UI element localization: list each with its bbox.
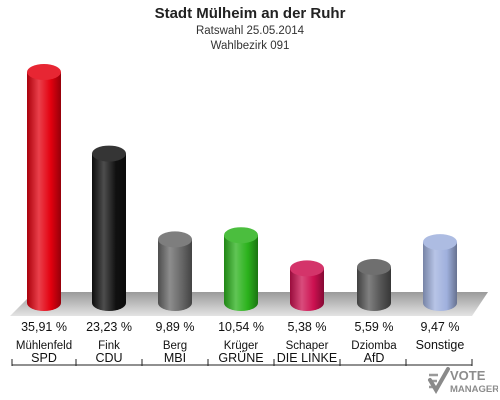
bar-top <box>423 234 457 251</box>
candidate-label: Fink <box>98 340 120 352</box>
party-label: GRÜNE <box>218 351 263 365</box>
value-label: 9,47 % <box>421 320 460 334</box>
party-label: MBI <box>164 351 186 365</box>
value-label: 5,38 % <box>288 320 327 334</box>
candidate-label: Schaper <box>286 340 329 352</box>
value-label: 5,59 % <box>355 320 394 334</box>
bar-cdu <box>92 145 126 311</box>
candidate-label: Krüger <box>224 340 259 352</box>
logo-text-vote: VOTE <box>450 368 486 383</box>
bar-top <box>290 260 324 277</box>
bar-body <box>290 268 324 311</box>
bar-top <box>27 64 61 80</box>
bar-body <box>92 153 126 311</box>
bar-body <box>158 239 192 311</box>
check-ballot-icon <box>428 367 450 394</box>
bar-top <box>224 227 258 244</box>
bar-body <box>423 242 457 311</box>
party-label: Sonstige <box>416 338 465 352</box>
category-brackets <box>11 359 473 366</box>
chart-subtitle-district: Wahlbezirk 091 <box>211 40 290 52</box>
bar-top <box>158 231 192 248</box>
candidate-label: Dziomba <box>351 340 397 352</box>
bar-sonstige <box>423 234 457 311</box>
party-label: SPD <box>31 351 57 365</box>
bar-body <box>224 235 258 311</box>
bar-spd <box>27 64 61 311</box>
bar-top <box>92 145 126 162</box>
candidate-label: Mühlenfeld <box>16 340 72 352</box>
chart-subtitle-election: Ratswahl 25.05.2014 <box>196 25 305 37</box>
bar-body <box>27 72 61 311</box>
chart-title: Stadt Mülheim an der Ruhr <box>155 5 346 22</box>
value-label: 35,91 % <box>21 320 67 334</box>
logo-text-manager: MANAGER <box>450 384 498 395</box>
bar-top <box>357 259 391 276</box>
bar-afd <box>357 259 391 311</box>
bar-body <box>357 267 391 311</box>
bar-die-linke <box>290 260 324 311</box>
party-label: AfD <box>364 351 385 365</box>
vote-manager-logo: VOTE MANAGER <box>428 367 498 395</box>
bar-mbi <box>158 231 192 311</box>
bars-group <box>27 64 457 311</box>
value-label: 10,54 % <box>218 320 264 334</box>
party-label: DIE LINKE <box>277 351 337 365</box>
party-label: CDU <box>95 351 122 365</box>
candidate-label: Berg <box>163 340 187 352</box>
value-label: 9,89 % <box>156 320 195 334</box>
bar-gr-ne <box>224 227 258 311</box>
value-label: 23,23 % <box>86 320 132 334</box>
